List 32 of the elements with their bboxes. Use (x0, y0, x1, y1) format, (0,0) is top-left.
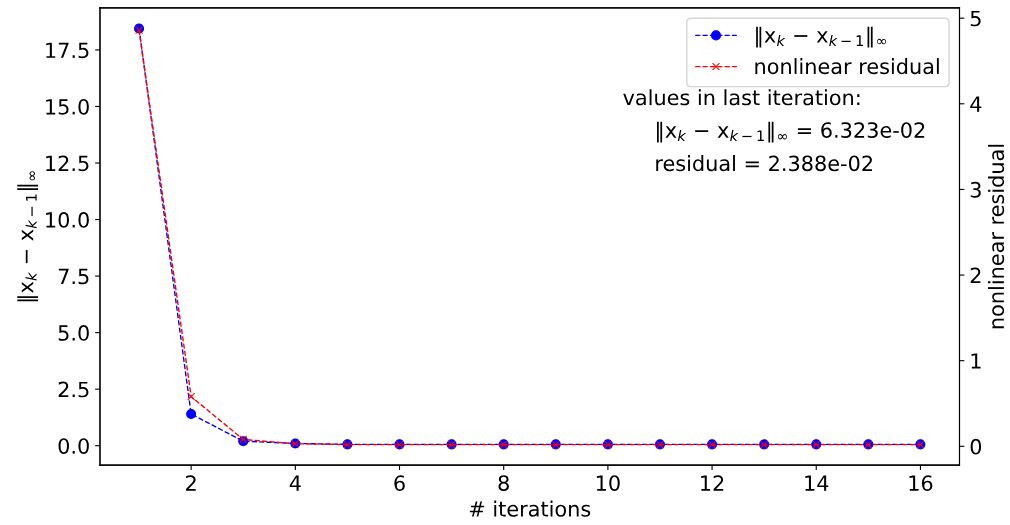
x-tick-label: 6 (394, 475, 405, 491)
x-tick-label: 16 (909, 475, 933, 491)
y-tick-label: 0.0 (58, 438, 89, 454)
x-tick-label: 2 (186, 475, 196, 491)
y2-tick-label: 2 (970, 267, 981, 283)
y2-tick-label: 0 (970, 438, 982, 455)
y-tick-label: 17.5 (46, 42, 89, 59)
y-tick-label: 12.5 (46, 155, 89, 172)
annotation: residual = 2.388e-02 (656, 155, 873, 172)
y2-tick-label: 4 (970, 96, 982, 112)
y-tick-label: 15.0 (46, 98, 89, 115)
y-tick-label: 2.5 (58, 381, 89, 398)
annotation: values in last iteration: (623, 89, 860, 106)
legend-label: nonlinear residual (755, 58, 939, 75)
y-tick-label: 7.5 (58, 268, 89, 285)
x-tick-label: 4 (289, 475, 301, 491)
x-tick-label: 14 (805, 475, 829, 491)
x-axis-title: # iterations (469, 500, 591, 517)
y-tick-label: 5.0 (58, 325, 89, 341)
y2-tick-label: 3 (970, 181, 981, 198)
y2-tick-label: 5 (970, 10, 981, 27)
x-tick-label: 12 (701, 475, 724, 491)
x-tick-label: 10 (596, 475, 620, 491)
annotation: ‖x$_{k}$ − x$_{k−1}$‖$_{∞}$ = 6.323e-02 (657, 121, 925, 143)
legend-label: ‖x$_{k}$ − x$_{k−1}$‖$_{∞}$ (756, 26, 887, 48)
point (186, 409, 197, 420)
y-tick-label: 10.0 (46, 212, 89, 228)
y-axis-title: ‖x$_{k}$ − x$_{k−1}$‖$_{∞}$ (17, 171, 39, 302)
x-tick-label: 8 (498, 475, 509, 491)
point (187, 392, 196, 401)
y2-tick-label: 1 (971, 353, 981, 369)
y2-axis-title: nonlinear residual (988, 144, 1005, 329)
